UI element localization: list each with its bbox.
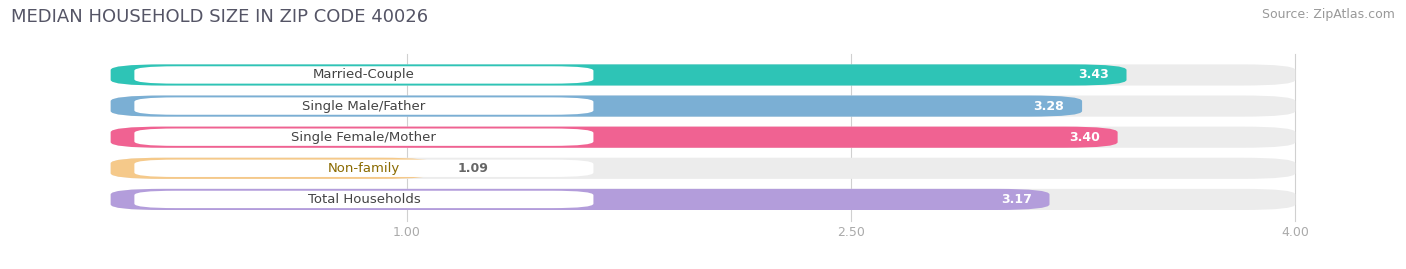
FancyBboxPatch shape [111, 127, 1295, 148]
FancyBboxPatch shape [111, 127, 1118, 148]
FancyBboxPatch shape [111, 95, 1295, 117]
Text: Single Female/Mother: Single Female/Mother [291, 131, 436, 144]
FancyBboxPatch shape [135, 191, 593, 208]
FancyBboxPatch shape [111, 189, 1049, 210]
Text: Single Male/Father: Single Male/Father [302, 100, 426, 112]
Text: MEDIAN HOUSEHOLD SIZE IN ZIP CODE 40026: MEDIAN HOUSEHOLD SIZE IN ZIP CODE 40026 [11, 8, 429, 26]
FancyBboxPatch shape [111, 158, 1295, 179]
FancyBboxPatch shape [111, 64, 1126, 86]
Text: Source: ZipAtlas.com: Source: ZipAtlas.com [1261, 8, 1395, 21]
Text: 3.28: 3.28 [1033, 100, 1064, 112]
FancyBboxPatch shape [111, 158, 433, 179]
Text: Non-family: Non-family [328, 162, 401, 175]
FancyBboxPatch shape [111, 95, 1083, 117]
FancyBboxPatch shape [111, 64, 1295, 86]
Text: 3.43: 3.43 [1078, 68, 1109, 82]
Text: Married-Couple: Married-Couple [314, 68, 415, 82]
FancyBboxPatch shape [135, 66, 593, 84]
Text: Total Households: Total Households [308, 193, 420, 206]
Text: 3.40: 3.40 [1069, 131, 1099, 144]
FancyBboxPatch shape [111, 189, 1295, 210]
FancyBboxPatch shape [135, 97, 593, 115]
Text: 1.09: 1.09 [457, 162, 488, 175]
Text: 3.17: 3.17 [1001, 193, 1032, 206]
FancyBboxPatch shape [135, 160, 593, 177]
FancyBboxPatch shape [135, 129, 593, 146]
